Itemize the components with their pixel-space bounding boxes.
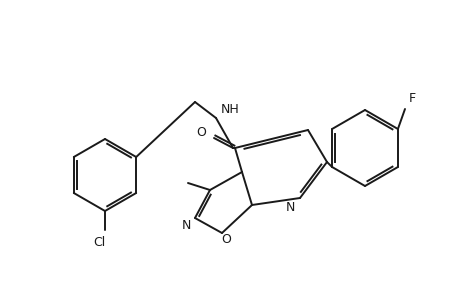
- Text: Cl: Cl: [93, 236, 105, 249]
- Text: N: N: [181, 220, 190, 232]
- Text: F: F: [408, 92, 415, 105]
- Text: NH: NH: [220, 103, 239, 116]
- Text: N: N: [285, 201, 294, 214]
- Text: O: O: [196, 127, 206, 140]
- Text: O: O: [221, 233, 230, 247]
